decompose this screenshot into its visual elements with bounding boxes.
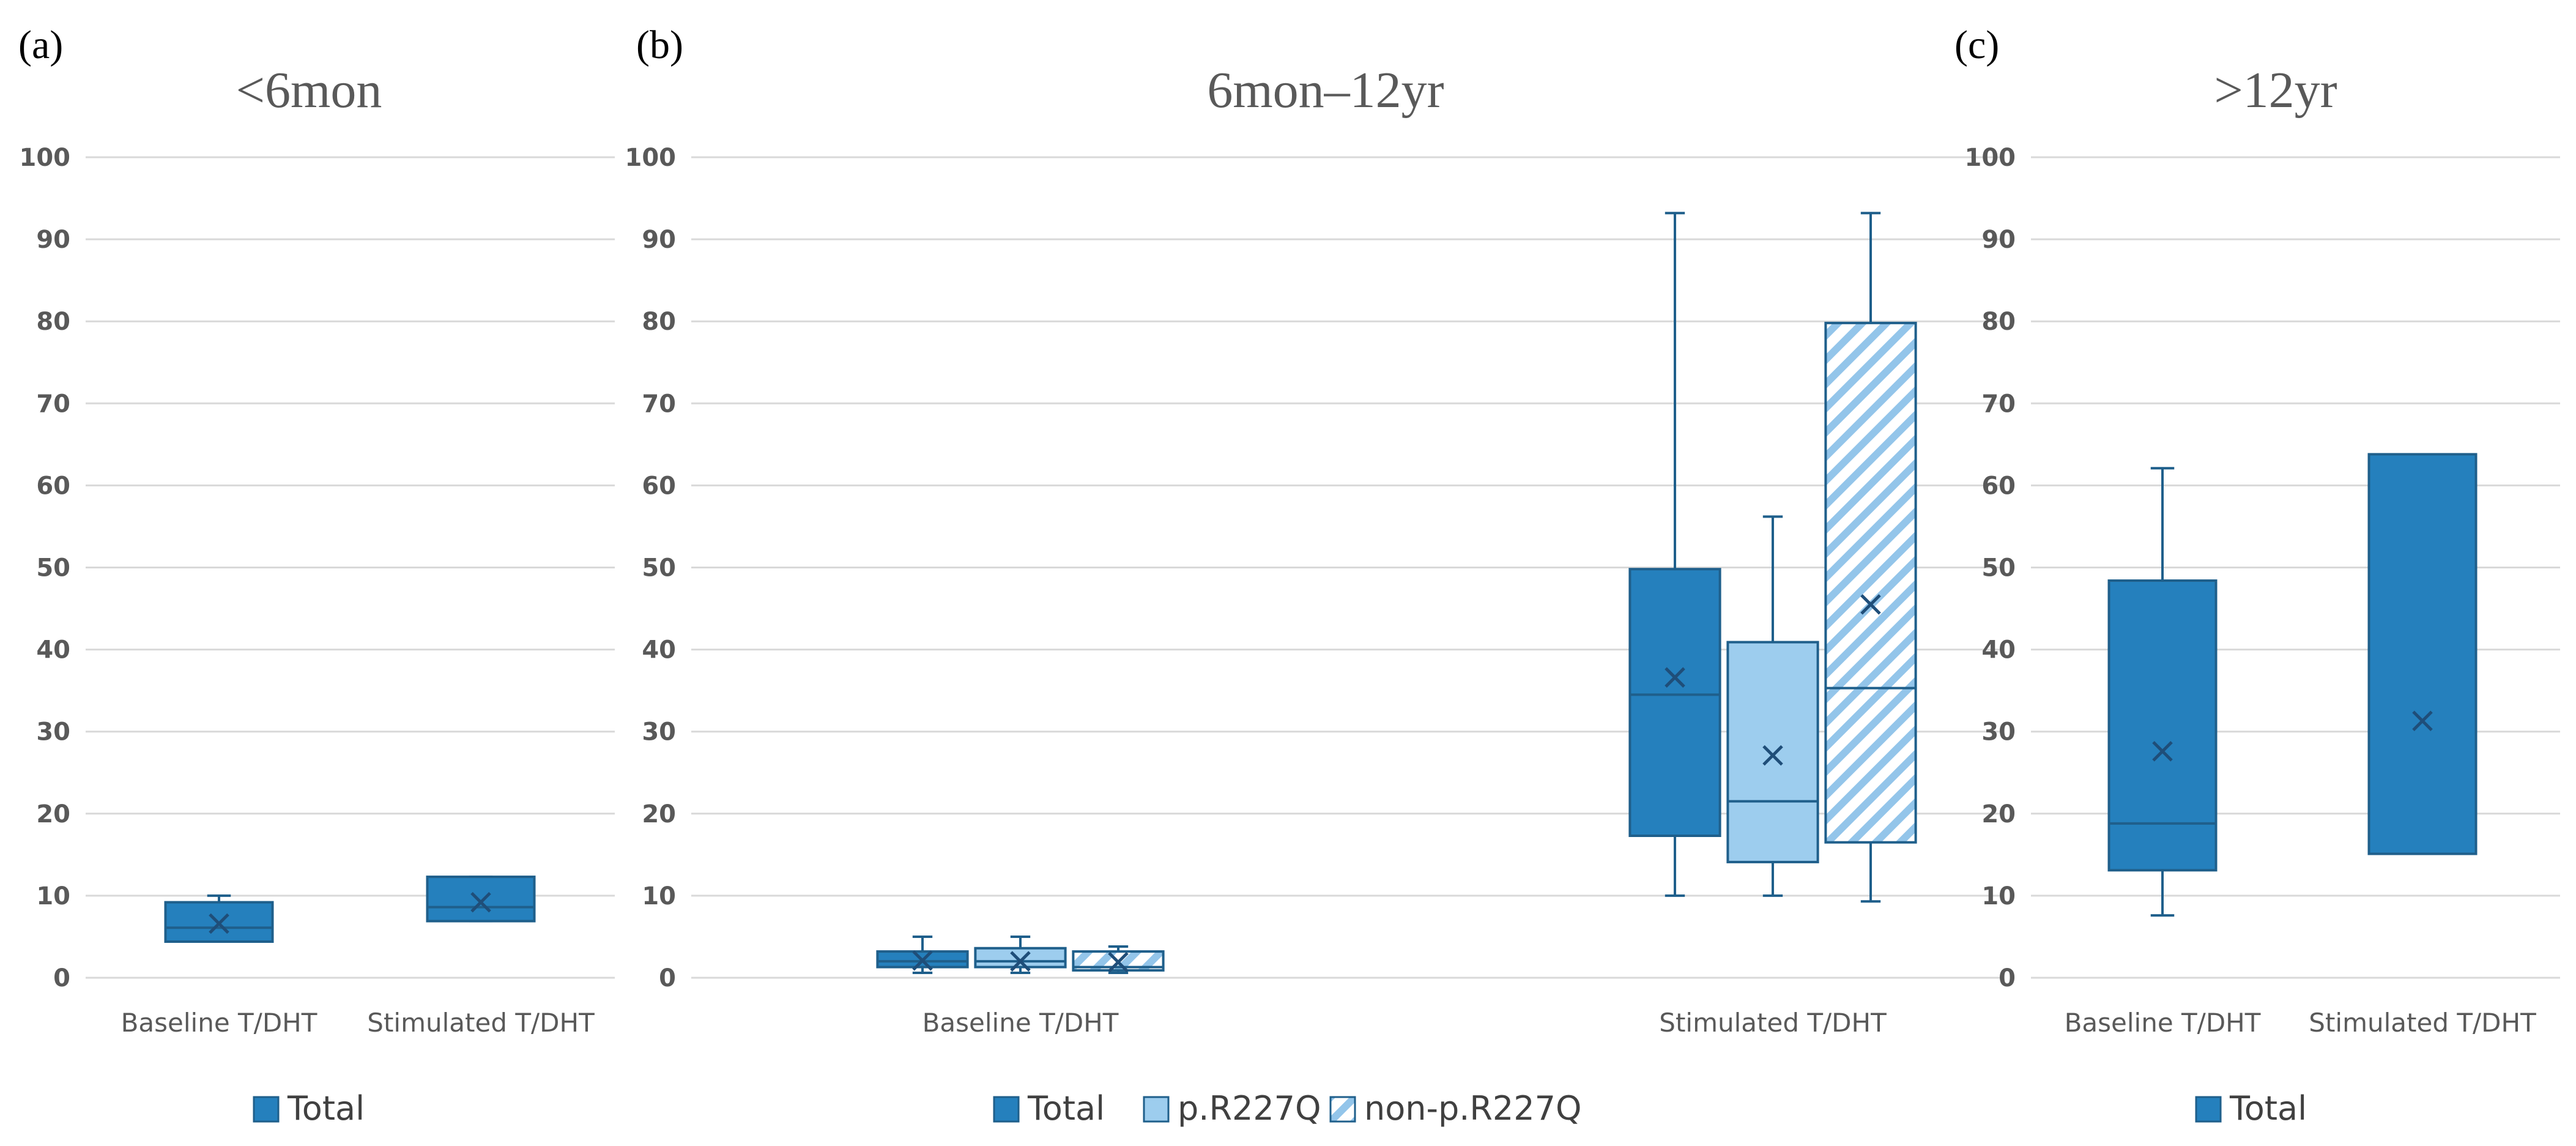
legend-label: Total	[287, 1089, 365, 1128]
mean-marker	[1762, 745, 1783, 766]
y-tick-label: 30	[642, 718, 676, 746]
y-tick-label: 60	[36, 472, 70, 500]
y-tick-label: 0	[53, 964, 70, 992]
legend-swatch	[2195, 1096, 2222, 1123]
mean-marker	[2412, 710, 2433, 732]
y-tick-label: 70	[36, 390, 70, 418]
legend-label: non-p.R227Q	[1364, 1089, 1582, 1128]
y-tick-label: 40	[1981, 636, 2016, 664]
box	[1824, 321, 1917, 844]
y-tick-label: 100	[20, 144, 71, 172]
mean-marker	[912, 950, 933, 971]
mean-marker	[1108, 951, 1129, 973]
y-tick-label: 70	[642, 390, 676, 418]
panel-title: 6mon–12yr	[1207, 62, 1444, 119]
panel-label: (c)	[1954, 23, 1999, 67]
panel-title: <6mon	[236, 62, 382, 119]
category-label: Stimulated T/DHT	[367, 1008, 595, 1038]
y-tick-label: 20	[36, 800, 70, 828]
y-tick-label: 40	[642, 636, 676, 664]
y-tick-label: 30	[1981, 718, 2016, 746]
category-label: Baseline T/DHT	[2065, 1008, 2261, 1038]
mean-marker	[1860, 594, 1881, 615]
y-tick-label: 50	[642, 554, 676, 582]
y-tick-label: 10	[642, 882, 676, 910]
legend-label: p.R227Q	[1178, 1089, 1321, 1128]
y-tick-label: 50	[36, 554, 70, 582]
legend-swatch	[253, 1096, 280, 1123]
y-tick-label: 80	[36, 308, 70, 336]
y-tick-label: 40	[36, 636, 70, 664]
y-tick-label: 0	[1999, 964, 2016, 992]
legend-swatch	[993, 1096, 1020, 1123]
panel-label: (b)	[636, 23, 683, 67]
mean-marker	[1010, 951, 1031, 972]
y-tick-label: 100	[1965, 144, 2016, 172]
y-tick-label: 60	[1981, 472, 2016, 500]
category-label: Stimulated T/DHT	[2309, 1008, 2536, 1038]
legend-swatch	[1329, 1096, 1356, 1123]
mean-marker	[1665, 667, 1685, 688]
y-tick-label: 60	[642, 472, 676, 500]
box	[2367, 453, 2478, 855]
y-tick-label: 90	[1981, 226, 2016, 254]
y-tick-label: 90	[36, 226, 70, 254]
mean-marker	[470, 891, 491, 913]
box	[1726, 641, 1819, 863]
y-tick-label: 90	[642, 226, 676, 254]
y-tick-label: 10	[36, 882, 70, 910]
y-tick-label: 20	[1981, 800, 2016, 828]
y-tick-label: 0	[659, 964, 676, 992]
legend-label: Total	[2229, 1089, 2307, 1128]
legend-label: Total	[1027, 1089, 1105, 1128]
mean-marker	[2152, 741, 2173, 762]
y-tick-label: 70	[1981, 390, 2016, 418]
panel-label: (a)	[18, 23, 63, 67]
box	[1628, 568, 1721, 838]
y-tick-label: 30	[36, 718, 70, 746]
category-label: Stimulated T/DHT	[1659, 1008, 1887, 1038]
y-tick-label: 80	[642, 308, 676, 336]
y-tick-label: 50	[1981, 554, 2016, 582]
box	[2107, 579, 2218, 872]
y-tick-label: 80	[1981, 308, 2016, 336]
category-label: Baseline T/DHT	[922, 1008, 1119, 1038]
box	[974, 947, 1067, 969]
y-tick-label: 20	[642, 800, 676, 828]
y-tick-label: 100	[625, 144, 677, 172]
legend-swatch	[1143, 1096, 1170, 1123]
category-label: Baseline T/DHT	[121, 1008, 317, 1038]
y-tick-label: 10	[1981, 882, 2016, 910]
box	[426, 876, 536, 923]
panel-title: >12yr	[2214, 62, 2337, 119]
mean-marker	[209, 913, 229, 934]
